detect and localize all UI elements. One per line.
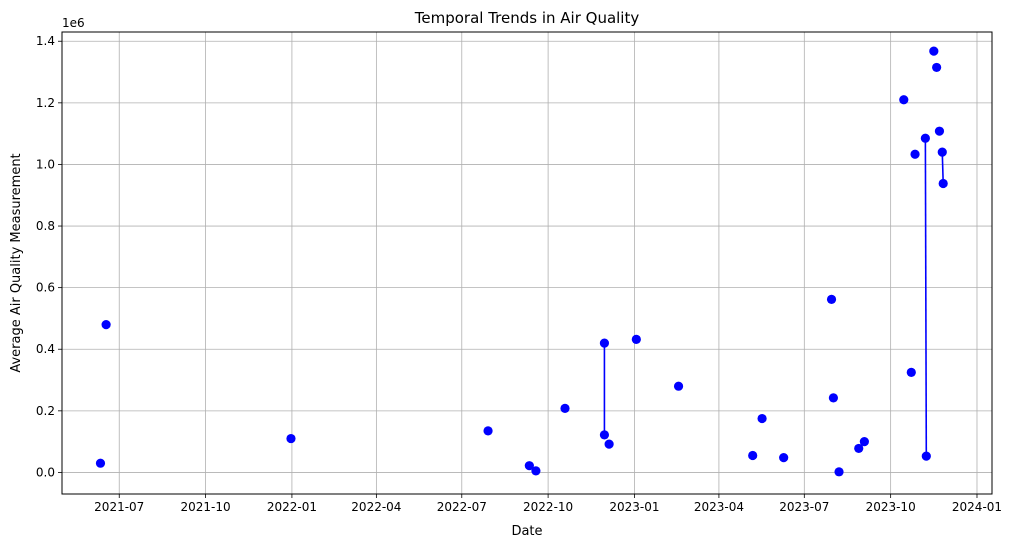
data-point [599, 430, 610, 440]
data-point [910, 149, 920, 159]
data-point [101, 320, 111, 330]
x-tick-label: 2021-10 [181, 500, 231, 514]
data-point [757, 413, 767, 424]
x-axis-label: Date [511, 524, 542, 539]
data-point [932, 62, 942, 73]
x-axis-ticks: 2021-07 2021-10 2022-01 2022-04 2022-07 2022-… [94, 494, 1002, 514]
data-point [604, 439, 614, 449]
data-point [631, 334, 641, 344]
x-tick-label: 2022-10 [523, 500, 573, 514]
y-tick-label: 0.2 [36, 404, 55, 418]
data-point [524, 461, 534, 471]
data-point [599, 338, 610, 348]
x-tick-label: 2022-07 [437, 500, 487, 514]
series-lines [603, 138, 945, 457]
y-axis-offset-label: 1e6 [62, 16, 85, 30]
x-tick-label: 2024-01 [952, 500, 1002, 514]
data-point [483, 426, 493, 436]
y-tick-label: 1.4 [36, 34, 55, 48]
data-point [920, 133, 930, 143]
x-tick-label: 2023-04 [694, 500, 744, 514]
data-point [828, 393, 839, 403]
data-point [673, 381, 684, 391]
data-points [95, 46, 948, 477]
y-axis-label: Average Air Quality Measurement [9, 153, 24, 372]
data-point [937, 147, 947, 157]
data-point [859, 437, 869, 447]
x-tick-label: 2022-04 [351, 500, 401, 514]
y-tick-label: 0.6 [36, 281, 55, 295]
data-point [95, 458, 106, 468]
y-axis-ticks: 0.0 0.2 0.4 0.6 0.8 1.0 1.2 1.4 [36, 34, 62, 479]
data-point [854, 443, 864, 454]
x-tick-label: 2021-07 [94, 500, 144, 514]
data-point [286, 433, 296, 444]
data-point [921, 451, 931, 461]
y-tick-label: 0.8 [36, 219, 55, 233]
data-point [938, 178, 948, 189]
x-tick-label: 2023-10 [866, 500, 916, 514]
data-point [929, 46, 939, 56]
data-point [906, 367, 916, 377]
y-tick-label: 1.0 [36, 157, 55, 171]
grid-lines [62, 32, 992, 494]
chart-title: Temporal Trends in Air Quality [414, 9, 640, 27]
x-tick-label: 2022-01 [267, 500, 317, 514]
series-line-segment [941, 152, 945, 184]
data-point [826, 294, 837, 304]
data-point [560, 403, 570, 413]
y-tick-label: 1.2 [36, 96, 55, 110]
y-tick-label: 0.0 [36, 465, 55, 479]
data-point [531, 466, 541, 476]
series-line-segment [924, 138, 928, 457]
plot-frame [61, 31, 993, 495]
x-tick-label: 2023-01 [609, 500, 659, 514]
data-point [748, 450, 758, 461]
data-point [934, 126, 945, 136]
data-point [899, 95, 909, 105]
data-point [834, 467, 844, 477]
data-point [779, 453, 789, 463]
y-tick-label: 0.4 [36, 342, 55, 356]
x-tick-label: 2023-07 [779, 500, 829, 514]
